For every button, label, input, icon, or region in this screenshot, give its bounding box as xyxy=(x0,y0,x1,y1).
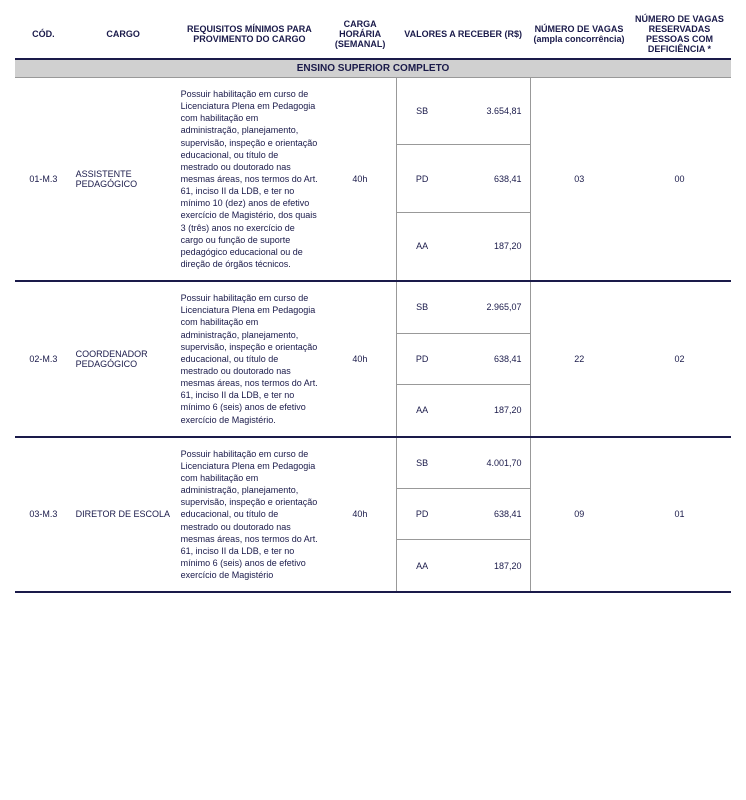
table-row: 01-M.3ASSISTENTE PEDAGÓGICOPossuir habil… xyxy=(15,78,731,145)
table-header: CÓD. CARGO REQUISITOS MÍNIMOS PARA PROVI… xyxy=(15,10,731,59)
th-req: REQUISITOS MÍNIMOS PARA PROVIMENTO DO CA… xyxy=(175,10,324,59)
cell-val-label: SB xyxy=(396,78,448,145)
table-row: 02-M.3COORDENADOR PEDAGÓGICOPossuir habi… xyxy=(15,281,731,333)
cell-val-num: 638,41 xyxy=(448,489,530,540)
cell-cargo: ASSISTENTE PEDAGÓGICO xyxy=(72,78,175,282)
cell-val-num: 638,41 xyxy=(448,333,530,384)
cell-req: Possuir habilitação em curso de Licencia… xyxy=(175,78,324,282)
cell-val-num: 3.654,81 xyxy=(448,78,530,145)
cell-val-num: 4.001,70 xyxy=(448,437,530,489)
cell-cargo: DIRETOR DE ESCOLA xyxy=(72,437,175,593)
cell-ampla: 22 xyxy=(530,281,628,437)
cell-req: Possuir habilitação em curso de Licencia… xyxy=(175,437,324,593)
section-title: ENSINO SUPERIOR COMPLETO xyxy=(15,59,731,78)
cell-val-label: PD xyxy=(396,145,448,212)
th-carga: CARGA HORÁRIA (SEMANAL) xyxy=(324,10,396,59)
cell-val-num: 638,41 xyxy=(448,145,530,212)
cell-val-label: AA xyxy=(396,212,448,281)
th-def: NÚMERO DE VAGAS RESERVADAS PESSOAS COM D… xyxy=(628,10,731,59)
cell-def: 00 xyxy=(628,78,731,282)
table-body: ENSINO SUPERIOR COMPLETO 01-M.3ASSISTENT… xyxy=(15,59,731,592)
cell-val-num: 187,20 xyxy=(448,212,530,281)
cell-req: Possuir habilitação em curso de Licencia… xyxy=(175,281,324,437)
cell-cod: 03-M.3 xyxy=(15,437,72,593)
cell-def: 01 xyxy=(628,437,731,593)
cell-val-label: SB xyxy=(396,437,448,489)
cell-def: 02 xyxy=(628,281,731,437)
section-row: ENSINO SUPERIOR COMPLETO xyxy=(15,59,731,78)
cell-ampla: 03 xyxy=(530,78,628,282)
cell-carga: 40h xyxy=(324,281,396,437)
cell-val-label: PD xyxy=(396,333,448,384)
table-row: 03-M.3DIRETOR DE ESCOLAPossuir habilitaç… xyxy=(15,437,731,489)
cell-ampla: 09 xyxy=(530,437,628,593)
th-valores: VALORES A RECEBER (R$) xyxy=(396,10,530,59)
cell-carga: 40h xyxy=(324,437,396,593)
cell-carga: 40h xyxy=(324,78,396,282)
cell-val-num: 187,20 xyxy=(448,540,530,592)
cell-cod: 01-M.3 xyxy=(15,78,72,282)
th-cod: CÓD. xyxy=(15,10,72,59)
cell-val-label: AA xyxy=(396,540,448,592)
cell-cargo: COORDENADOR PEDAGÓGICO xyxy=(72,281,175,437)
cell-val-num: 2.965,07 xyxy=(448,281,530,333)
cell-val-label: AA xyxy=(396,384,448,436)
th-ampla: NÚMERO DE VAGAS (ampla concorrência) xyxy=(530,10,628,59)
cargos-table: CÓD. CARGO REQUISITOS MÍNIMOS PARA PROVI… xyxy=(15,10,731,593)
cell-val-num: 187,20 xyxy=(448,384,530,436)
cell-cod: 02-M.3 xyxy=(15,281,72,437)
cell-val-label: SB xyxy=(396,281,448,333)
cell-val-label: PD xyxy=(396,489,448,540)
th-cargo: CARGO xyxy=(72,10,175,59)
